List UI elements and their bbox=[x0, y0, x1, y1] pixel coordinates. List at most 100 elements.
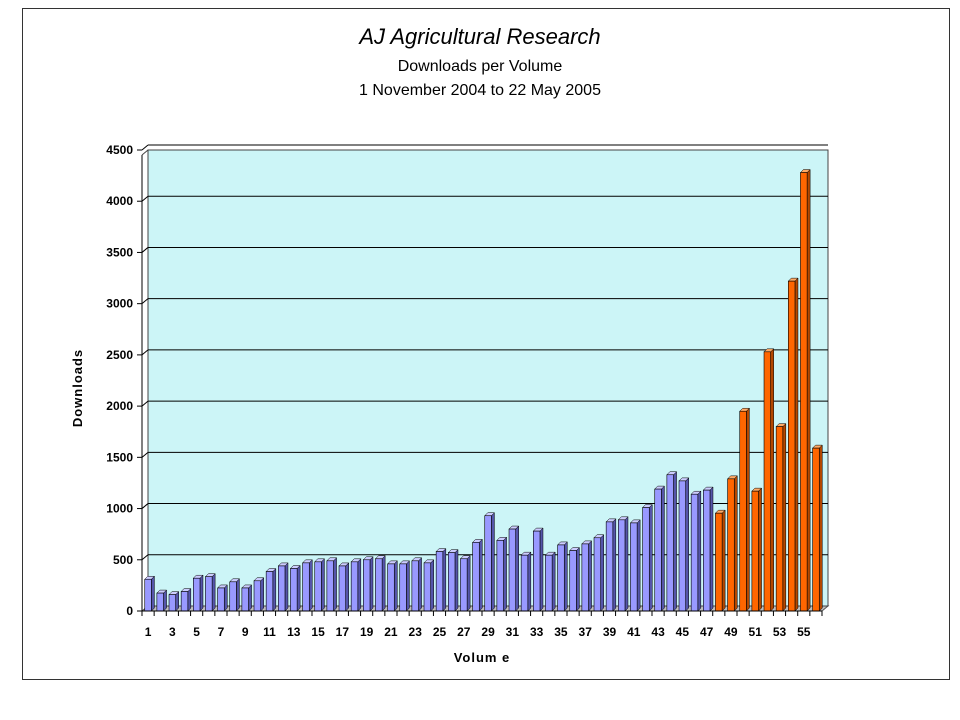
bar bbox=[423, 562, 431, 612]
bar bbox=[800, 172, 808, 612]
bar bbox=[788, 280, 796, 612]
bar-side bbox=[564, 541, 568, 612]
bar-side bbox=[527, 551, 532, 612]
bar bbox=[690, 493, 699, 612]
bar bbox=[363, 559, 371, 612]
bar bbox=[739, 410, 747, 612]
bar-side bbox=[175, 591, 179, 612]
bar-side bbox=[345, 562, 349, 612]
bar bbox=[156, 592, 164, 612]
chart-subtitle: Downloads per Volume bbox=[397, 58, 563, 75]
bar bbox=[435, 551, 444, 612]
bar-side bbox=[296, 564, 301, 612]
bar bbox=[411, 560, 419, 612]
bar-side bbox=[819, 444, 823, 612]
x-tick-label: 51 bbox=[749, 625, 763, 639]
bar-side bbox=[721, 509, 726, 612]
bar-side bbox=[406, 560, 410, 612]
bar bbox=[545, 554, 553, 612]
x-tick-label: 15 bbox=[311, 625, 325, 639]
bar bbox=[448, 552, 456, 612]
bar-side bbox=[746, 407, 750, 612]
gridline-edge bbox=[141, 247, 149, 253]
bar-side bbox=[782, 422, 787, 612]
x-tick-label: 33 bbox=[530, 625, 544, 639]
bar-side bbox=[588, 540, 592, 612]
bar bbox=[533, 530, 541, 612]
gridline-edge bbox=[141, 144, 149, 151]
gridline-edge bbox=[141, 298, 149, 305]
bar bbox=[314, 561, 322, 612]
bar bbox=[569, 550, 577, 612]
x-tick-label: 21 bbox=[384, 625, 398, 639]
y-tick-label: 1000 bbox=[106, 502, 133, 516]
bar bbox=[168, 594, 176, 612]
bar-side bbox=[491, 512, 495, 612]
bar bbox=[338, 565, 346, 612]
bar bbox=[350, 561, 359, 612]
x-tick-label: 7 bbox=[218, 625, 225, 639]
bar-side bbox=[479, 538, 483, 612]
bar bbox=[605, 521, 614, 612]
bar bbox=[763, 351, 771, 612]
bar bbox=[654, 488, 662, 612]
x-tick-label: 55 bbox=[797, 625, 811, 639]
bar-side bbox=[199, 574, 204, 612]
bar-side bbox=[806, 168, 811, 612]
gridline-edge bbox=[141, 451, 149, 458]
bar bbox=[265, 571, 274, 612]
bar-side bbox=[539, 527, 544, 612]
bar bbox=[715, 512, 723, 612]
bar-side bbox=[333, 557, 337, 612]
bar-side bbox=[600, 534, 604, 612]
bar bbox=[278, 565, 286, 612]
bar-side bbox=[734, 475, 738, 612]
bar bbox=[630, 522, 638, 612]
bar-side bbox=[151, 575, 155, 612]
bar-side bbox=[454, 549, 459, 612]
x-tick-label: 29 bbox=[481, 625, 495, 639]
bar-side bbox=[794, 277, 799, 612]
x-tick-label: 13 bbox=[287, 625, 301, 639]
bar-side bbox=[224, 584, 228, 612]
bar-side bbox=[636, 519, 641, 612]
bar bbox=[496, 540, 504, 612]
bar bbox=[666, 474, 674, 612]
bar-side bbox=[321, 558, 325, 612]
bar bbox=[180, 591, 189, 612]
bar-side bbox=[248, 584, 252, 612]
gridline-edge bbox=[141, 503, 149, 509]
bar bbox=[775, 426, 784, 612]
x-tick-label: 37 bbox=[579, 625, 593, 639]
bar bbox=[557, 544, 565, 612]
x-tick-label: 39 bbox=[603, 625, 617, 639]
bar bbox=[703, 489, 711, 612]
bar-side bbox=[369, 556, 374, 612]
bar-side bbox=[211, 573, 216, 612]
bar bbox=[751, 490, 759, 612]
bar bbox=[460, 558, 468, 612]
x-tick-label: 41 bbox=[627, 625, 641, 639]
bar-side bbox=[551, 551, 556, 612]
gridline-edge bbox=[141, 195, 149, 202]
bar-side bbox=[515, 525, 519, 612]
bar-side bbox=[758, 487, 762, 612]
bar bbox=[217, 587, 225, 612]
bar bbox=[241, 587, 249, 612]
bar bbox=[508, 528, 516, 612]
y-tick-label: 3500 bbox=[106, 245, 133, 259]
x-tick-label: 23 bbox=[409, 625, 423, 639]
x-tick-label: 1 bbox=[145, 625, 152, 639]
x-tick-label: 47 bbox=[700, 625, 714, 639]
bar-side bbox=[272, 567, 277, 612]
bar bbox=[387, 563, 395, 612]
y-tick-label: 0 bbox=[126, 604, 133, 618]
bar-side bbox=[612, 518, 617, 612]
bar-side bbox=[697, 490, 702, 612]
bar-side bbox=[260, 577, 264, 612]
x-tick-label: 5 bbox=[193, 625, 200, 639]
y-tick-label: 4000 bbox=[106, 194, 133, 208]
y-tick-label: 2500 bbox=[106, 348, 133, 362]
